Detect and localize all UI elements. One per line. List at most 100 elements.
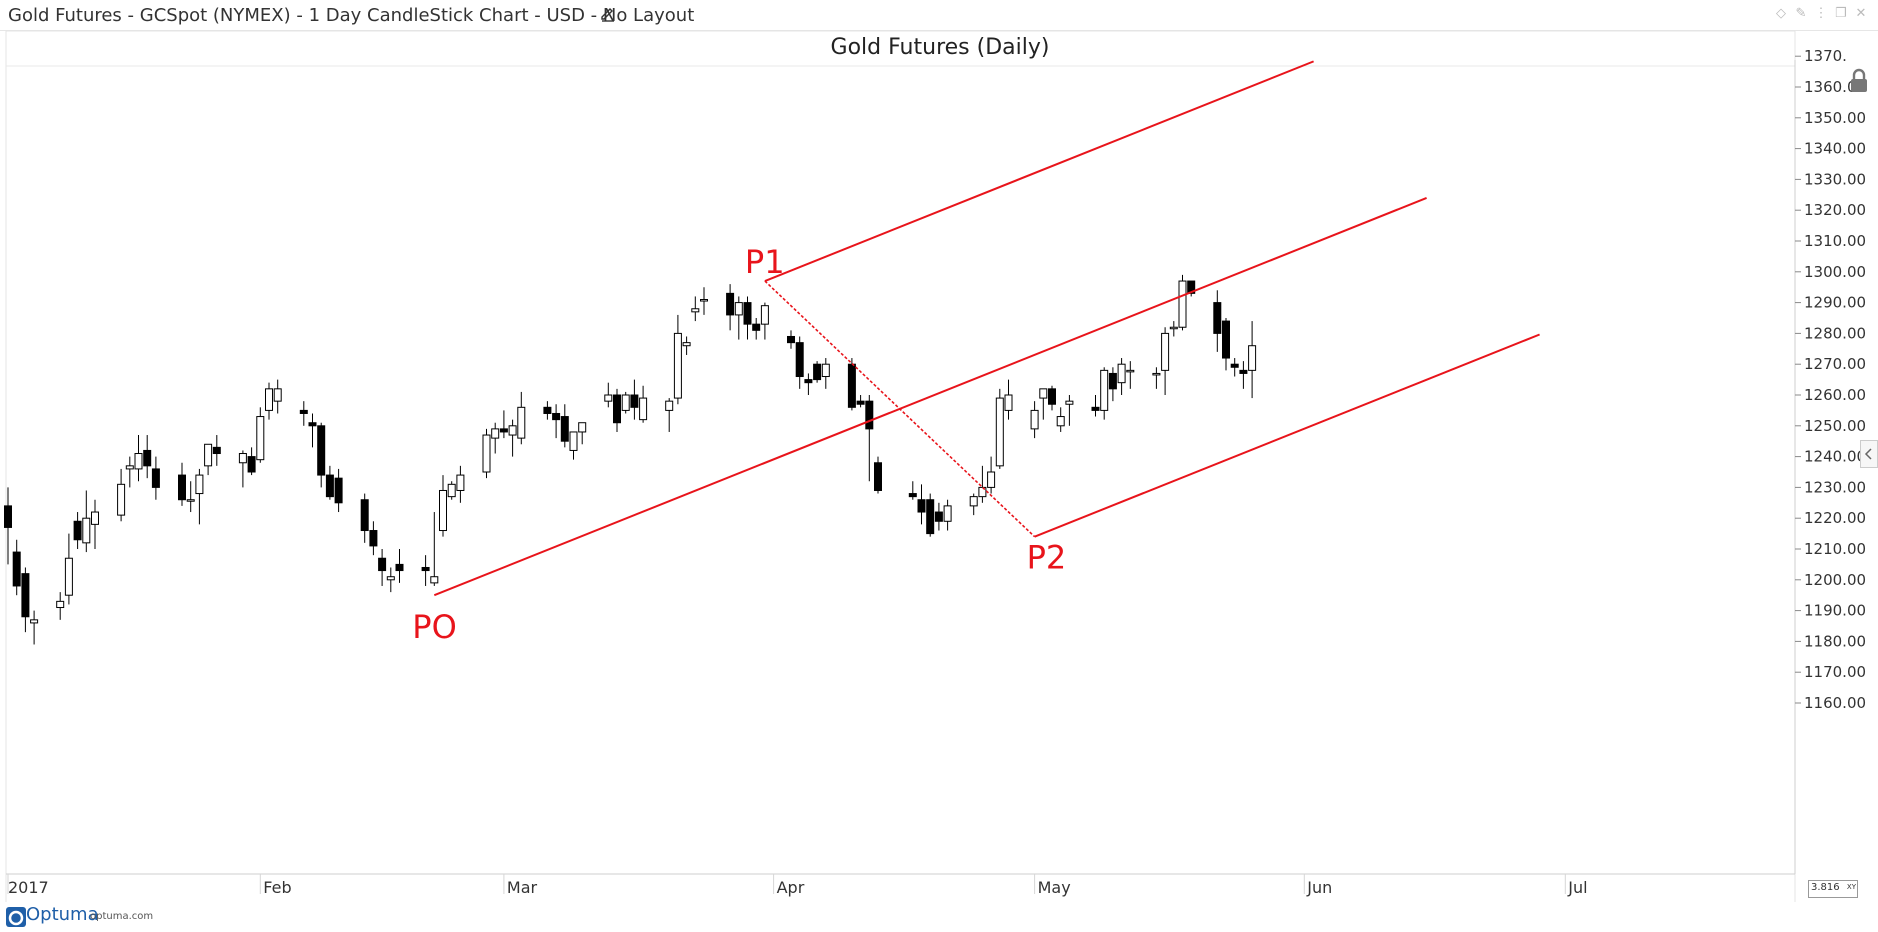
candle-body (386, 576, 395, 581)
candle-body (151, 468, 160, 488)
candle-body (517, 406, 526, 439)
pitchfork-point-label: P2 (1027, 539, 1067, 577)
candle-body (1048, 388, 1056, 405)
candle-body (395, 563, 404, 572)
month-label: Jul (1567, 878, 1587, 897)
month-label: Feb (263, 878, 291, 897)
candle-body (12, 551, 21, 587)
candle-body (195, 474, 204, 495)
optuma-logo (6, 907, 26, 927)
candle-body (334, 477, 343, 504)
candle-body (691, 308, 700, 313)
candle-body (238, 453, 247, 464)
candle-body (978, 486, 987, 498)
candle-body (308, 422, 317, 427)
collapse-panel-button[interactable] (1860, 440, 1878, 468)
candle-body (256, 416, 265, 461)
price-tick-label: 1290.00 (1804, 294, 1866, 312)
lock-icon[interactable] (1848, 68, 1870, 94)
brand-url[interactable]: optuma.com (90, 911, 154, 922)
candle-body (1030, 409, 1039, 430)
close-icon[interactable]: ✕ (1855, 5, 1867, 20)
price-tick-label: 1160.00 (1804, 694, 1866, 712)
zoom-mode: XY (1846, 883, 1856, 891)
candle-body (613, 394, 621, 424)
price-tick-label: 1170.00 (1804, 663, 1866, 681)
candle-body (56, 600, 65, 609)
candle-body (865, 400, 874, 430)
price-tick-label: 1260.00 (1804, 386, 1866, 404)
month-label: Mar (507, 878, 538, 897)
candle-body (804, 379, 813, 384)
candle-body (482, 434, 491, 473)
candle-body (560, 416, 569, 442)
candle-body (726, 292, 735, 316)
brand-name: Optuma (26, 904, 99, 925)
settings-icon[interactable]: ⋮ (1814, 5, 1828, 20)
candle-body (995, 397, 1004, 467)
price-axis[interactable]: 1160.00 1170.00 1180.00 1190.00 1200.00 1210.… (1794, 47, 1866, 874)
zoom-indicator[interactable]: 3.816 XY (1808, 880, 1858, 898)
candle-body (1187, 280, 1196, 294)
price-tick-label: 1370. (1804, 47, 1847, 65)
candle-body (665, 400, 674, 411)
price-tick-label: 1280.00 (1804, 324, 1866, 342)
candle-body (325, 474, 334, 498)
candle-body (943, 505, 952, 522)
pitchfork-median-line[interactable] (433, 197, 1427, 597)
chart-frame (5, 30, 1796, 902)
candle-body (682, 342, 691, 347)
candle-body (1126, 369, 1135, 373)
restore-icon[interactable]: ❐ (1835, 5, 1847, 20)
candle-body (1239, 369, 1248, 374)
pitchfork-point-label: P1 (745, 243, 785, 281)
candle-body (569, 431, 578, 451)
candle-body (987, 471, 996, 488)
candle-body (604, 394, 613, 402)
price-tick-label: 1340.00 (1804, 140, 1866, 158)
price-tick-label: 1230.00 (1804, 478, 1866, 496)
candle-body (969, 496, 978, 507)
price-tick-label: 1320.00 (1804, 201, 1866, 219)
candle-body (360, 499, 369, 532)
edit-icon[interactable] (599, 5, 617, 23)
candle-body (1161, 332, 1170, 371)
candle-body (700, 299, 708, 302)
candle-body (178, 474, 186, 501)
candle-body (91, 511, 99, 525)
candle-body (934, 511, 943, 522)
time-axis[interactable]: 2017 Feb Mar Apr May Jun Jul (6, 873, 1795, 897)
candle-body (204, 443, 213, 467)
pin-icon[interactable]: ✎ (1795, 5, 1807, 20)
candle-body (1065, 400, 1074, 405)
candle-body (1108, 372, 1117, 390)
candle-body (673, 332, 682, 399)
footer: Optuma optuma.com (0, 902, 1878, 932)
price-tick-label: 1360.00 (1804, 78, 1866, 96)
candle-body (1091, 406, 1100, 411)
candle-body (1230, 363, 1239, 368)
candle-body (787, 335, 795, 344)
candle-body (1056, 416, 1065, 427)
pitchfork-lower-line[interactable] (1034, 333, 1540, 538)
candle-body (795, 342, 804, 378)
candle-body (821, 363, 830, 378)
candlestick-chart[interactable]: Gold Futures (Daily) 1160.00 1170.00 1180.… (0, 30, 1878, 902)
candle-body (421, 566, 430, 572)
candle-body (64, 557, 73, 596)
andrews-pitchfork[interactable]: PO P1 P2 (412, 60, 1540, 646)
candle-body (4, 505, 12, 528)
collapse-arrow-icon (1864, 448, 1872, 460)
candle-body (874, 462, 882, 491)
diamond-icon[interactable]: ◇ (1776, 5, 1786, 20)
candle-body (1152, 372, 1161, 376)
pitchfork-upper-line[interactable] (764, 60, 1314, 282)
candle-body (491, 428, 500, 439)
candles-layer (4, 274, 1257, 645)
candle-body (73, 520, 82, 541)
candle-body (447, 483, 456, 498)
candle-body (752, 323, 761, 331)
pitchfork-handle-line[interactable] (764, 280, 1036, 538)
candle-body (369, 530, 378, 547)
candle-body (21, 573, 30, 618)
